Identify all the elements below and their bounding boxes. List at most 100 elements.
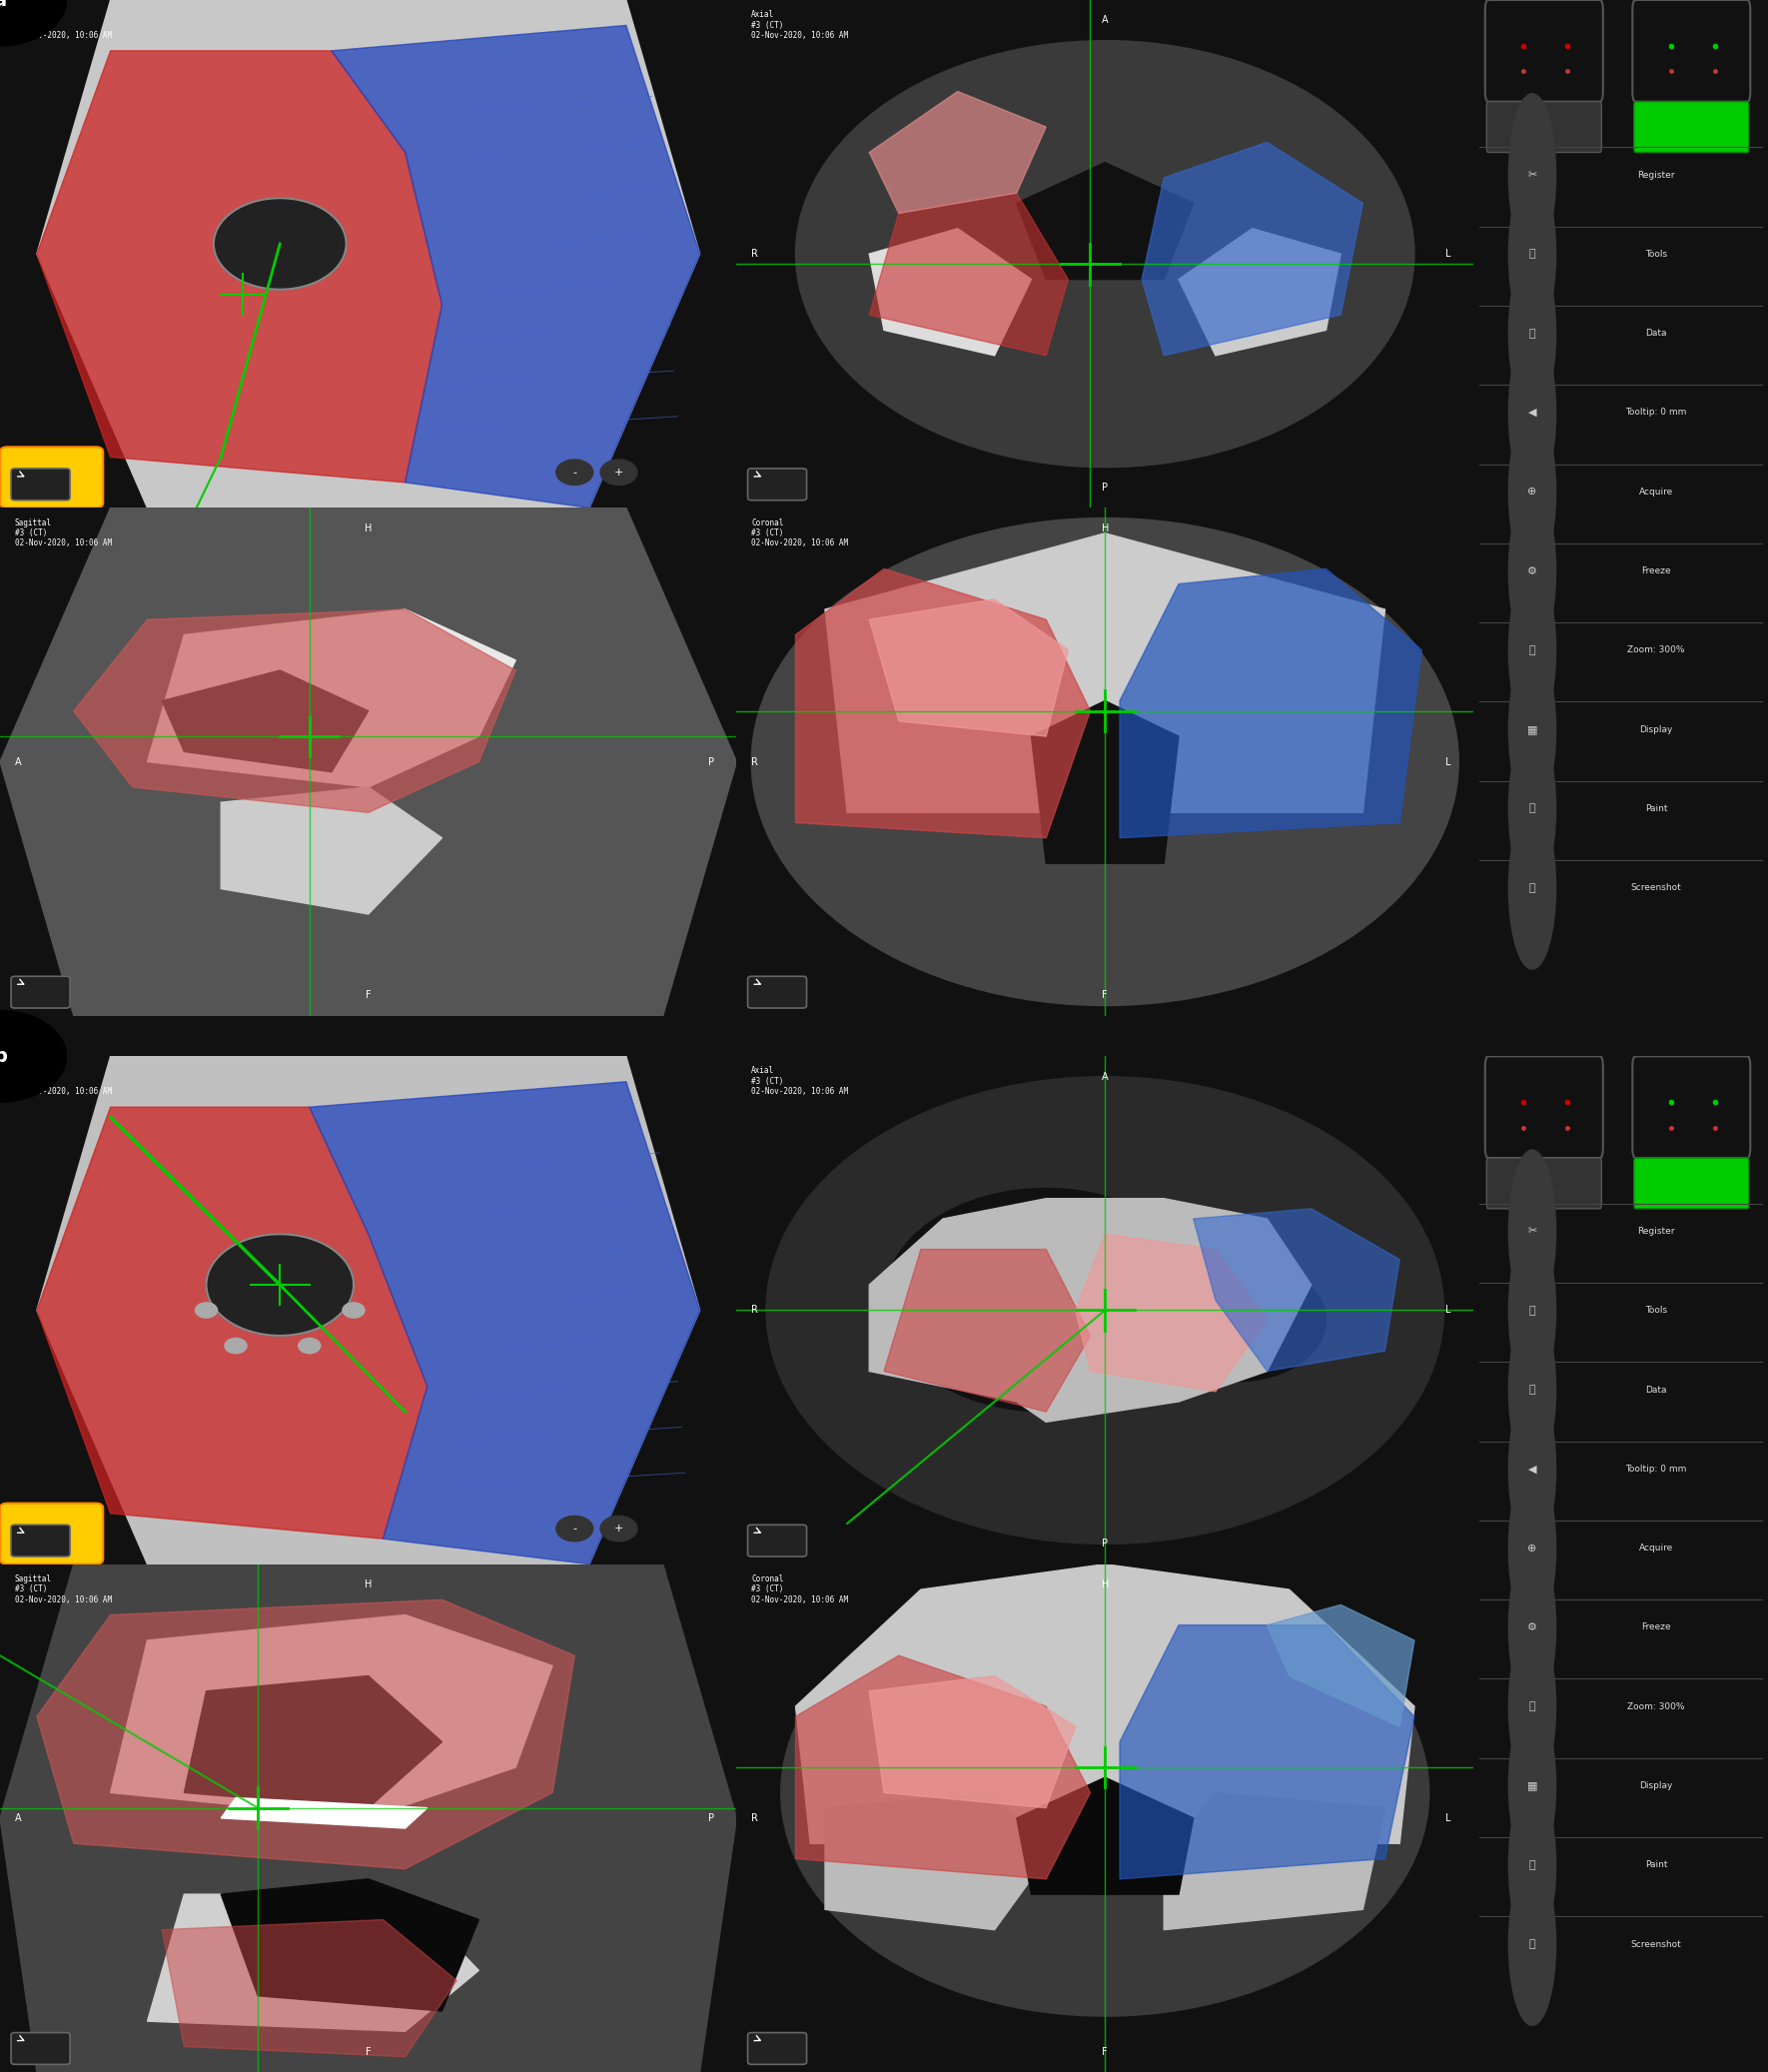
Text: Tools: Tools (1644, 1305, 1667, 1316)
Text: Tooltip: 0 mm: Tooltip: 0 mm (1625, 408, 1687, 416)
Polygon shape (826, 1792, 1047, 1929)
Text: Register: Register (1637, 1227, 1674, 1235)
Text: H: H (364, 1579, 371, 1589)
Polygon shape (1031, 700, 1179, 864)
Text: -: - (573, 1523, 576, 1533)
Circle shape (921, 1641, 1289, 1894)
Text: R: R (751, 249, 758, 259)
FancyBboxPatch shape (11, 468, 71, 499)
Circle shape (225, 1339, 248, 1353)
Polygon shape (826, 533, 1384, 812)
Polygon shape (110, 1614, 552, 1817)
Circle shape (1149, 1260, 1326, 1382)
Text: 🎨: 🎨 (1529, 1861, 1536, 1871)
Text: 🔧: 🔧 (1529, 249, 1536, 259)
Text: Display: Display (1639, 1782, 1673, 1790)
Text: Coronal
#3 (CT)
02-Nov-2020, 10:06 AM: Coronal #3 (CT) 02-Nov-2020, 10:06 AM (751, 1575, 849, 1604)
Text: Coronal
#3 (CT)
02-Nov-2020, 10:06 AM: Coronal #3 (CT) 02-Nov-2020, 10:06 AM (751, 518, 849, 547)
Text: F: F (1101, 2047, 1109, 2057)
Text: A: A (1101, 1071, 1109, 1082)
Circle shape (1508, 1150, 1556, 1312)
Text: Data: Data (1646, 1386, 1667, 1394)
Text: Screenshot: Screenshot (1630, 1939, 1681, 1950)
Text: F: F (366, 990, 371, 1001)
Circle shape (1508, 649, 1556, 810)
Text: ◀: ◀ (1528, 408, 1536, 419)
Text: 📷: 📷 (1529, 1939, 1536, 1950)
Text: 🔍: 🔍 (1529, 644, 1536, 655)
Text: ⊕: ⊕ (1528, 1544, 1536, 1554)
Circle shape (1508, 172, 1556, 336)
Text: Freeze: Freeze (1641, 566, 1671, 576)
Circle shape (884, 1189, 1208, 1411)
Polygon shape (870, 228, 1031, 356)
Text: 📁: 📁 (1529, 1384, 1536, 1394)
Polygon shape (796, 1564, 1414, 1844)
Text: ✂: ✂ (1528, 1227, 1536, 1237)
Text: a: a (0, 0, 7, 10)
Circle shape (1508, 93, 1556, 257)
FancyBboxPatch shape (11, 2033, 71, 2064)
Text: A: A (14, 756, 21, 767)
Circle shape (796, 41, 1414, 466)
Text: P: P (709, 756, 714, 767)
Polygon shape (796, 570, 1091, 837)
Text: ⚙: ⚙ (1528, 566, 1536, 576)
Polygon shape (37, 0, 700, 508)
Text: Zoom: 300%: Zoom: 300% (1627, 1701, 1685, 1711)
Polygon shape (1268, 1606, 1414, 1726)
Text: +: + (613, 1523, 624, 1533)
Circle shape (1126, 640, 1303, 762)
FancyBboxPatch shape (748, 468, 806, 499)
Text: L: L (1446, 249, 1452, 259)
Circle shape (1508, 1229, 1556, 1392)
Circle shape (1508, 806, 1556, 970)
Circle shape (1508, 410, 1556, 574)
Polygon shape (163, 671, 368, 773)
Text: Tools: Tools (1644, 249, 1667, 259)
Text: A: A (14, 1813, 21, 1823)
FancyBboxPatch shape (1487, 102, 1602, 153)
Circle shape (0, 1011, 65, 1102)
Text: P: P (1101, 1539, 1109, 1550)
Text: Register: Register (1637, 170, 1674, 180)
Text: L: L (1446, 1813, 1452, 1823)
Polygon shape (74, 609, 516, 812)
Text: ⊕: ⊕ (1528, 487, 1536, 497)
Text: b: b (0, 1046, 7, 1065)
FancyBboxPatch shape (748, 976, 806, 1009)
Polygon shape (1017, 1778, 1193, 1894)
Text: H: H (1101, 1579, 1109, 1589)
Text: 🔍: 🔍 (1529, 1701, 1536, 1711)
Circle shape (214, 199, 347, 290)
Polygon shape (147, 1894, 479, 2031)
Circle shape (1508, 1307, 1556, 1471)
Polygon shape (221, 1798, 428, 1828)
Text: ◀: ◀ (1528, 1465, 1536, 1473)
Polygon shape (884, 1249, 1091, 1411)
Polygon shape (1142, 143, 1363, 356)
Text: R: R (751, 1305, 758, 1316)
Circle shape (1508, 1546, 1556, 1709)
Text: Paint: Paint (1644, 1861, 1667, 1869)
Polygon shape (870, 91, 1047, 213)
Circle shape (905, 640, 1082, 762)
Polygon shape (870, 1198, 1312, 1421)
Polygon shape (1163, 1792, 1384, 1929)
Circle shape (1508, 1467, 1556, 1629)
Text: ⚠: ⚠ (46, 1527, 58, 1542)
Polygon shape (163, 1919, 456, 2057)
Circle shape (207, 1235, 354, 1336)
Polygon shape (0, 508, 737, 1015)
Polygon shape (37, 1106, 428, 1539)
Text: Axial
#3 (CT)
02-Nov-2020, 10:06 AM: Axial #3 (CT) 02-Nov-2020, 10:06 AM (751, 10, 849, 39)
Text: Freeze: Freeze (1641, 1622, 1671, 1633)
Text: H: H (1101, 522, 1109, 533)
FancyBboxPatch shape (1485, 1057, 1604, 1158)
Text: Acquire: Acquire (1639, 1544, 1673, 1552)
Text: Sagittal
#3 (CT)
02-Nov-2020, 10:06 AM: Sagittal #3 (CT) 02-Nov-2020, 10:06 AM (14, 1575, 111, 1604)
Text: P: P (709, 1813, 714, 1823)
Text: +: + (613, 468, 624, 477)
Circle shape (299, 1339, 320, 1353)
Circle shape (0, 0, 65, 46)
